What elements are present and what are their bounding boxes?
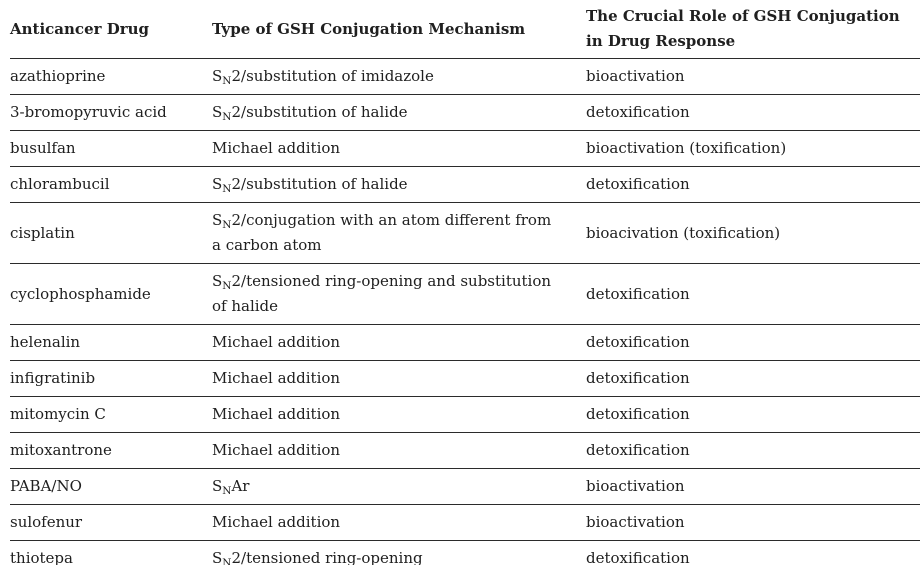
drug-name-cell: cisplatin [10,223,75,242]
mechanism-cell: SN2/tensioned ring-opening and substitut… [212,264,586,324]
mechanism-cell: SN2/substitution of halide [212,167,586,202]
table-row: mitomycin C Michael addition detoxificat… [10,396,920,432]
role-cell: detoxification [586,549,690,565]
role-cell: detoxification [586,175,690,193]
mechanism-text: Michael addition [212,369,341,387]
mechanism-text: Michael addition [212,405,341,423]
drug-name-cell: 3-bromopyruvic acid [10,103,167,121]
mechanism-subscript: N [222,183,232,195]
mechanism-prefix: S [212,272,223,290]
drug-name-cell: helenalin [10,333,81,351]
table-row: cisplatin SN2/conjugation with an atom d… [10,202,920,263]
table-row: azathioprine SN2/substitution of imidazo… [10,58,920,94]
mechanism-subscript: N [222,219,232,231]
mechanism-subscript: N [222,280,232,292]
mechanism-prefix: S [212,103,223,121]
table-row: busulfan Michael addition bioactivation … [10,130,920,166]
mechanism-cell: SN2/tensioned ring-opening [212,541,586,565]
drug-name-cell: sulofenur [10,513,83,531]
mechanism-prefix: S [212,175,223,193]
role-cell: detoxification [586,103,690,121]
mechanism-text: 2/tensioned ring-opening and substitutio… [212,272,552,315]
drug-name-cell: infigratinib [10,369,96,387]
drug-name-cell: PABA/NO [10,477,82,495]
mechanism-text: 2/tensioned ring-opening [231,549,423,565]
mechanism-prefix: S [212,477,223,495]
mechanism-text: 2/substitution of halide [231,103,408,121]
role-cell: detoxification [586,333,690,351]
role-cell: detoxification [586,369,690,387]
mechanism-text: Michael addition [212,333,341,351]
drug-name-cell: busulfan [10,139,76,157]
role-cell: detoxification [586,405,690,423]
mechanism-subscript: N [222,557,232,565]
drug-name-cell: chlorambucil [10,175,110,193]
mechanism-text: Michael addition [212,139,341,157]
table-row: sulofenur Michael addition bioactivation [10,504,920,540]
mechanism-cell: Michael addition [212,397,586,432]
mechanism-subscript: N [222,75,232,87]
mechanism-cell: SN2/conjugation with an atom different f… [212,203,586,263]
role-cell: bioactivation [586,67,685,85]
drug-name-cell: cyclophosphamide [10,284,151,303]
table-row: PABA/NO SNAr bioactivation [10,468,920,504]
role-cell: bioactivation [586,513,685,531]
mechanism-text: Michael addition [212,441,341,459]
column-header-role: The Crucial Role of GSH Conjugation in D… [586,7,900,50]
mechanism-text: Ar [231,477,250,495]
mechanism-cell: Michael addition [212,505,586,540]
mechanism-prefix: S [212,67,223,85]
drug-name-cell: mitomycin C [10,405,106,423]
table-row: helenalin Michael addition detoxificatio… [10,324,920,360]
table-row: thiotepa SN2/tensioned ring-opening deto… [10,540,920,565]
table-row: chlorambucil SN2/substitution of halide … [10,166,920,202]
mechanism-cell: SN2/substitution of imidazole [212,59,586,94]
mechanism-text: Michael addition [212,513,341,531]
role-cell: detoxification [586,284,690,303]
mechanism-cell: SN2/substitution of halide [212,95,586,130]
table-header-row: Anticancer Drug Type of GSH Conjugation … [10,0,920,58]
role-cell: detoxification [586,441,690,459]
drug-name-cell: azathioprine [10,67,106,85]
column-header-mechanism: Type of GSH Conjugation Mechanism [212,19,526,38]
mechanism-prefix: S [212,549,223,565]
gsh-conjugation-table: Anticancer Drug Type of GSH Conjugation … [10,0,920,565]
role-cell: bioactivation [586,477,685,495]
drug-name-cell: thiotepa [10,549,73,565]
mechanism-cell: SNAr [212,469,586,504]
mechanism-text: 2/substitution of imidazole [231,67,434,85]
mechanism-subscript: N [222,111,232,123]
drug-name-cell: mitoxantrone [10,441,112,459]
mechanism-cell: Michael addition [212,131,586,166]
table-row: infigratinib Michael addition detoxifica… [10,360,920,396]
mechanism-cell: Michael addition [212,361,586,396]
mechanism-prefix: S [212,211,223,229]
table-row: mitoxantrone Michael addition detoxifica… [10,432,920,468]
mechanism-cell: Michael addition [212,325,586,360]
mechanism-text: 2/conjugation with an atom different fro… [212,211,552,254]
role-cell: bioacivation (toxification) [586,223,781,242]
table-row: 3-bromopyruvic acid SN2/substitution of … [10,94,920,130]
mechanism-cell: Michael addition [212,433,586,468]
table-row: cyclophosphamide SN2/tensioned ring-open… [10,263,920,324]
role-cell: bioactivation (toxification) [586,139,787,157]
column-header-drug: Anticancer Drug [10,19,150,38]
mechanism-subscript: N [222,485,232,497]
mechanism-text: 2/substitution of halide [231,175,408,193]
